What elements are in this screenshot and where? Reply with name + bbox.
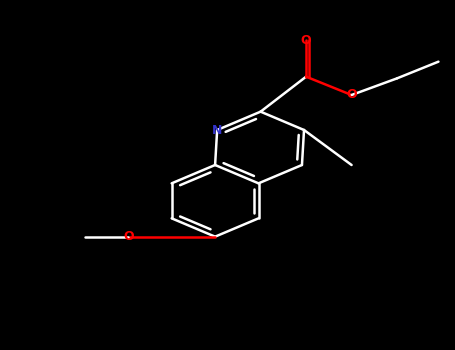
Text: O: O — [123, 230, 133, 243]
Text: O: O — [346, 89, 357, 101]
Text: O: O — [301, 34, 311, 47]
Text: N: N — [212, 124, 222, 136]
